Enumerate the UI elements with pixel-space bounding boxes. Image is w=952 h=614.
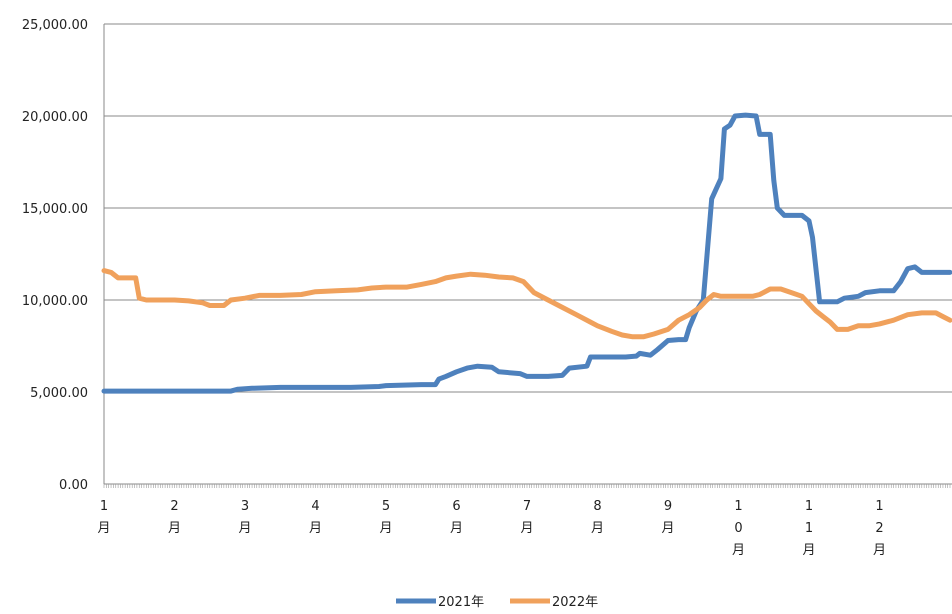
x-tick-label-line: 月 (732, 543, 745, 558)
x-tick-label-line: 3 (241, 499, 249, 514)
x-tick-label-line: 1 (805, 499, 813, 514)
y-axis-tick-labels: 0.00 5,000.00 10,000.00 15,000.00 20,000.00 2… (22, 18, 88, 493)
legend: 2021年 2022年 (396, 595, 598, 610)
y-tick-label: 5,000.00 (30, 386, 88, 401)
x-tick-label-line: 7 (523, 499, 531, 514)
x-tick-label-line: 6 (452, 499, 460, 514)
x-tick-label-line: 1 (805, 521, 813, 536)
x-tick-label-11: 1 1 月 (802, 499, 815, 558)
x-tick-label-line: 8 (593, 499, 601, 514)
series-lines (101, 112, 952, 394)
y-tick-label: 15,000.00 (22, 202, 88, 217)
x-tick-label-line: 月 (802, 543, 815, 558)
x-tick-label-5: 5月 (379, 499, 392, 536)
x-tick-label-10: 1 0 月 (732, 499, 745, 558)
x-tick-label-12: 1 2 月 (873, 499, 886, 558)
x-tick-label-line: 1 (734, 499, 742, 514)
x-tick-label-9: 9月 (661, 499, 674, 536)
x-tick-label-line: 0 (734, 521, 742, 536)
y-tick-label: 10,000.00 (22, 294, 88, 309)
x-tick-label-line: 月 (309, 521, 322, 536)
x-tick-label-line: 2 (170, 499, 178, 514)
x-tick-label-1: 1月 (97, 499, 110, 536)
x-tick-label-8: 8月 (591, 499, 604, 536)
series-line-2021 (101, 112, 952, 394)
x-tick-label-line: 月 (873, 543, 886, 558)
x-tick-label-3: 3月 (238, 499, 251, 536)
x-tick-label-line: 月 (379, 521, 392, 536)
legend-label-2022: 2022年 (552, 595, 598, 610)
axes (103, 24, 952, 485)
x-tick-label-line: 2 (875, 521, 883, 536)
x-tick-label-line: 月 (97, 521, 110, 536)
x-tick-label-line: 9 (664, 499, 672, 514)
x-tick-label-line: 月 (238, 521, 251, 536)
x-tick-label-7: 7月 (520, 499, 533, 536)
x-tick-label-line: 月 (450, 521, 463, 536)
y-tick-label: 25,000.00 (22, 18, 88, 33)
x-tick-label-2: 2月 (168, 499, 181, 536)
y-tick-label: 0.00 (59, 478, 88, 493)
x-tick-label-line: 月 (520, 521, 533, 536)
x-tick-label-line: 1 (875, 499, 883, 514)
x-tick-label-4: 4月 (309, 499, 322, 536)
x-axis-minor-ticks (103, 484, 951, 488)
y-tick-label: 20,000.00 (22, 110, 88, 125)
x-tick-label-6: 6月 (450, 499, 463, 536)
legend-label-2021: 2021年 (438, 595, 484, 610)
x-tick-label-line: 月 (661, 521, 674, 536)
grid-lines (104, 23, 952, 393)
x-tick-label-line: 月 (168, 521, 181, 536)
x-tick-label-line: 1 (100, 499, 108, 514)
x-tick-label-line: 5 (382, 499, 390, 514)
series-line-2022 (101, 268, 952, 340)
x-tick-label-line: 月 (591, 521, 604, 536)
x-tick-label-line: 4 (311, 499, 319, 514)
